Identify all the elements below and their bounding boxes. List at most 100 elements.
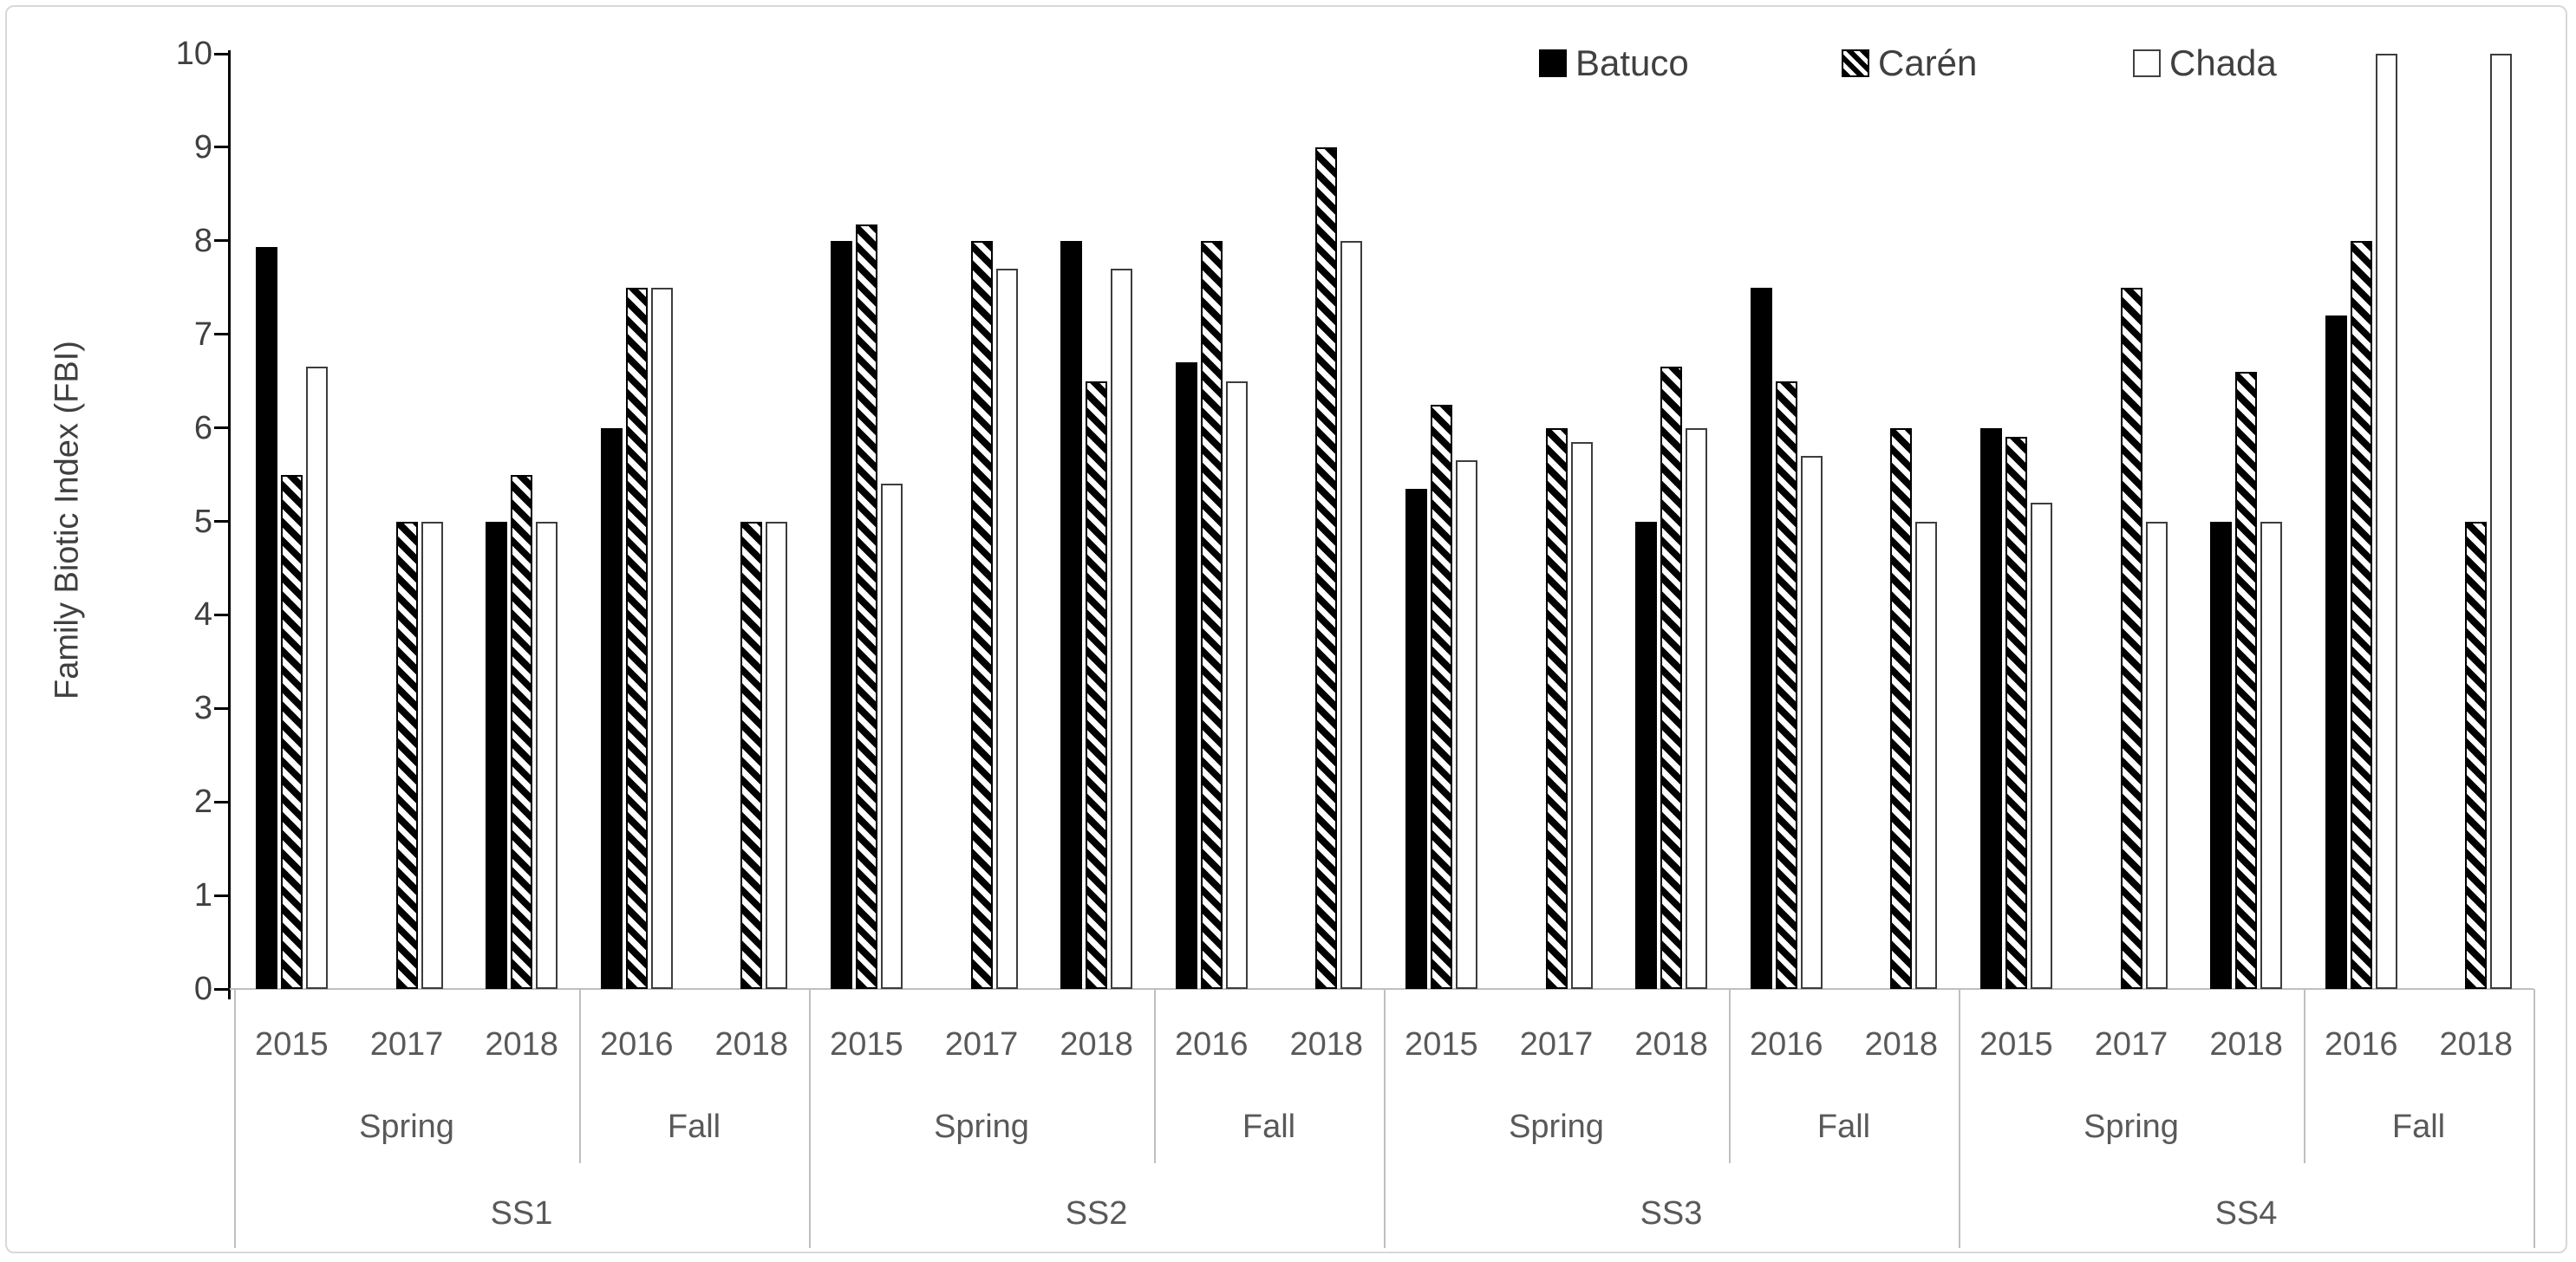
year-label: 2017 — [369, 1026, 444, 1063]
y-axis-tick-label: 7 — [193, 316, 212, 353]
bar-ss4-spring-2018-caren — [2235, 371, 2258, 989]
legend-label-chada: Chada — [2169, 42, 2277, 83]
year-label: 2017 — [944, 1026, 1019, 1063]
year-label: 2018 — [1864, 1026, 1939, 1063]
season-separator — [579, 989, 581, 1163]
y-axis-tick-label: 4 — [193, 596, 212, 634]
bar-ss3-fall-2016-chada — [1800, 455, 1823, 989]
bar-ss4-spring-2015-caren — [2005, 437, 2027, 989]
season-label: Fall — [1816, 1109, 1871, 1145]
bar-ss3-spring-2017-chada — [1570, 441, 1593, 989]
bar-ss4-fall-2016-chada — [2375, 54, 2397, 989]
figure-border — [5, 5, 2567, 1253]
year-label: 2017 — [1519, 1026, 1594, 1063]
bar-ss4-spring-2018-chada — [2260, 521, 2283, 989]
bar-ss2-spring-2015-batuco — [830, 240, 852, 989]
bar-ss2-spring-2017-caren — [970, 240, 993, 989]
site-label: SS1 — [490, 1195, 553, 1232]
site-separator — [234, 989, 236, 1248]
site-separator — [809, 989, 811, 1248]
season-separator — [2304, 989, 2305, 1163]
bar-ss1-spring-2018-batuco — [486, 521, 508, 989]
season-label: Fall — [2391, 1109, 2446, 1145]
season-label: Spring — [934, 1109, 1029, 1145]
year-label: 2015 — [1979, 1026, 2053, 1063]
year-label: 2018 — [485, 1026, 558, 1063]
year-label: 2016 — [1174, 1026, 1249, 1063]
bar-ss2-spring-2018-caren — [1086, 381, 1108, 989]
site-separator — [2534, 989, 2535, 1248]
y-axis-tick-label: 9 — [193, 128, 212, 166]
legend-item-batuco: Batuco — [1539, 45, 1689, 81]
y-axis-tick-mark — [214, 426, 228, 430]
bar-ss3-fall-2016-caren — [1775, 381, 1797, 989]
y-axis-tick-label: 5 — [193, 503, 212, 540]
bar-ss1-spring-2015-caren — [280, 474, 303, 989]
bar-ss3-fall-2018-chada — [1915, 521, 1938, 989]
bar-ss4-fall-2018-chada — [2490, 54, 2513, 989]
bar-ss2-fall-2016-caren — [1200, 240, 1223, 989]
y-axis-tick-mark — [214, 706, 228, 710]
year-label: 2017 — [2094, 1026, 2168, 1063]
x-axis-baseline — [230, 988, 2534, 990]
site-label: SS4 — [2214, 1195, 2278, 1232]
year-label: 2016 — [2324, 1026, 2398, 1063]
bar-ss3-fall-2016-batuco — [1750, 287, 1772, 989]
season-label: Spring — [2084, 1109, 2179, 1145]
bar-ss2-fall-2016-batuco — [1175, 362, 1197, 989]
bar-ss1-spring-2018-chada — [536, 521, 558, 989]
y-axis-tick-mark — [214, 894, 228, 897]
bar-ss2-fall-2016-chada — [1225, 381, 1248, 989]
y-axis-title: Family Biotic Index (FBI) — [49, 341, 86, 699]
bar-ss3-spring-2018-chada — [1686, 427, 1708, 989]
bar-ss2-fall-2018-chada — [1340, 240, 1363, 989]
bar-ss1-spring-2015-chada — [305, 367, 328, 989]
y-axis-line — [228, 50, 231, 999]
legend-label-batuco: Batuco — [1575, 42, 1689, 83]
bar-ss3-spring-2015-chada — [1455, 460, 1477, 989]
bar-ss4-fall-2016-batuco — [2325, 316, 2347, 989]
year-label: 2018 — [714, 1026, 789, 1063]
bar-ss3-spring-2015-batuco — [1405, 488, 1427, 989]
y-axis-tick-mark — [214, 239, 228, 243]
bar-ss1-fall-2018-chada — [766, 521, 788, 989]
bar-ss3-spring-2018-batuco — [1635, 521, 1658, 989]
site-separator — [1384, 989, 1386, 1248]
bar-ss4-fall-2018-caren — [2465, 521, 2488, 989]
bar-ss1-spring-2017-caren — [395, 521, 418, 989]
year-label: 2016 — [1749, 1026, 1823, 1063]
y-axis-tick-label: 8 — [193, 222, 212, 259]
bar-ss4-spring-2018-batuco — [2210, 521, 2233, 989]
site-separator — [1959, 989, 1960, 1248]
y-axis-tick-mark — [214, 520, 228, 523]
site-label: SS2 — [1065, 1195, 1128, 1232]
year-label: 2018 — [1634, 1026, 1708, 1063]
y-axis-tick-label: 6 — [193, 409, 212, 446]
bar-ss2-spring-2018-batuco — [1060, 240, 1083, 989]
bar-ss2-fall-2018-caren — [1315, 146, 1338, 989]
bar-ss1-fall-2018-caren — [740, 521, 763, 989]
y-axis-tick-mark — [214, 800, 228, 803]
year-label: 2016 — [599, 1026, 674, 1063]
year-label: 2018 — [1060, 1026, 1133, 1063]
year-label: 2015 — [255, 1026, 329, 1063]
y-axis-tick-mark — [214, 52, 228, 55]
bar-ss1-fall-2016-chada — [650, 287, 673, 989]
y-axis-tick-label: 0 — [193, 971, 212, 1007]
y-axis-tick-mark — [214, 613, 228, 616]
year-label: 2015 — [1405, 1026, 1478, 1063]
legend-label-caren: Carén — [1878, 42, 1978, 83]
y-axis-tick-label: 2 — [193, 784, 212, 821]
year-label: 2018 — [2439, 1026, 2514, 1063]
bar-ss1-spring-2017-chada — [421, 521, 443, 989]
season-separator — [1729, 989, 1731, 1163]
season-label: Fall — [667, 1109, 721, 1145]
bar-ss1-spring-2018-caren — [511, 474, 533, 989]
site-label: SS3 — [1640, 1195, 1703, 1232]
bar-ss4-fall-2016-caren — [2350, 240, 2372, 989]
y-axis-tick-mark — [214, 333, 228, 336]
bar-ss2-spring-2015-caren — [855, 224, 877, 989]
bar-ss2-spring-2015-chada — [880, 484, 903, 989]
season-label: Spring — [1509, 1109, 1604, 1145]
season-label: Fall — [1242, 1109, 1296, 1145]
